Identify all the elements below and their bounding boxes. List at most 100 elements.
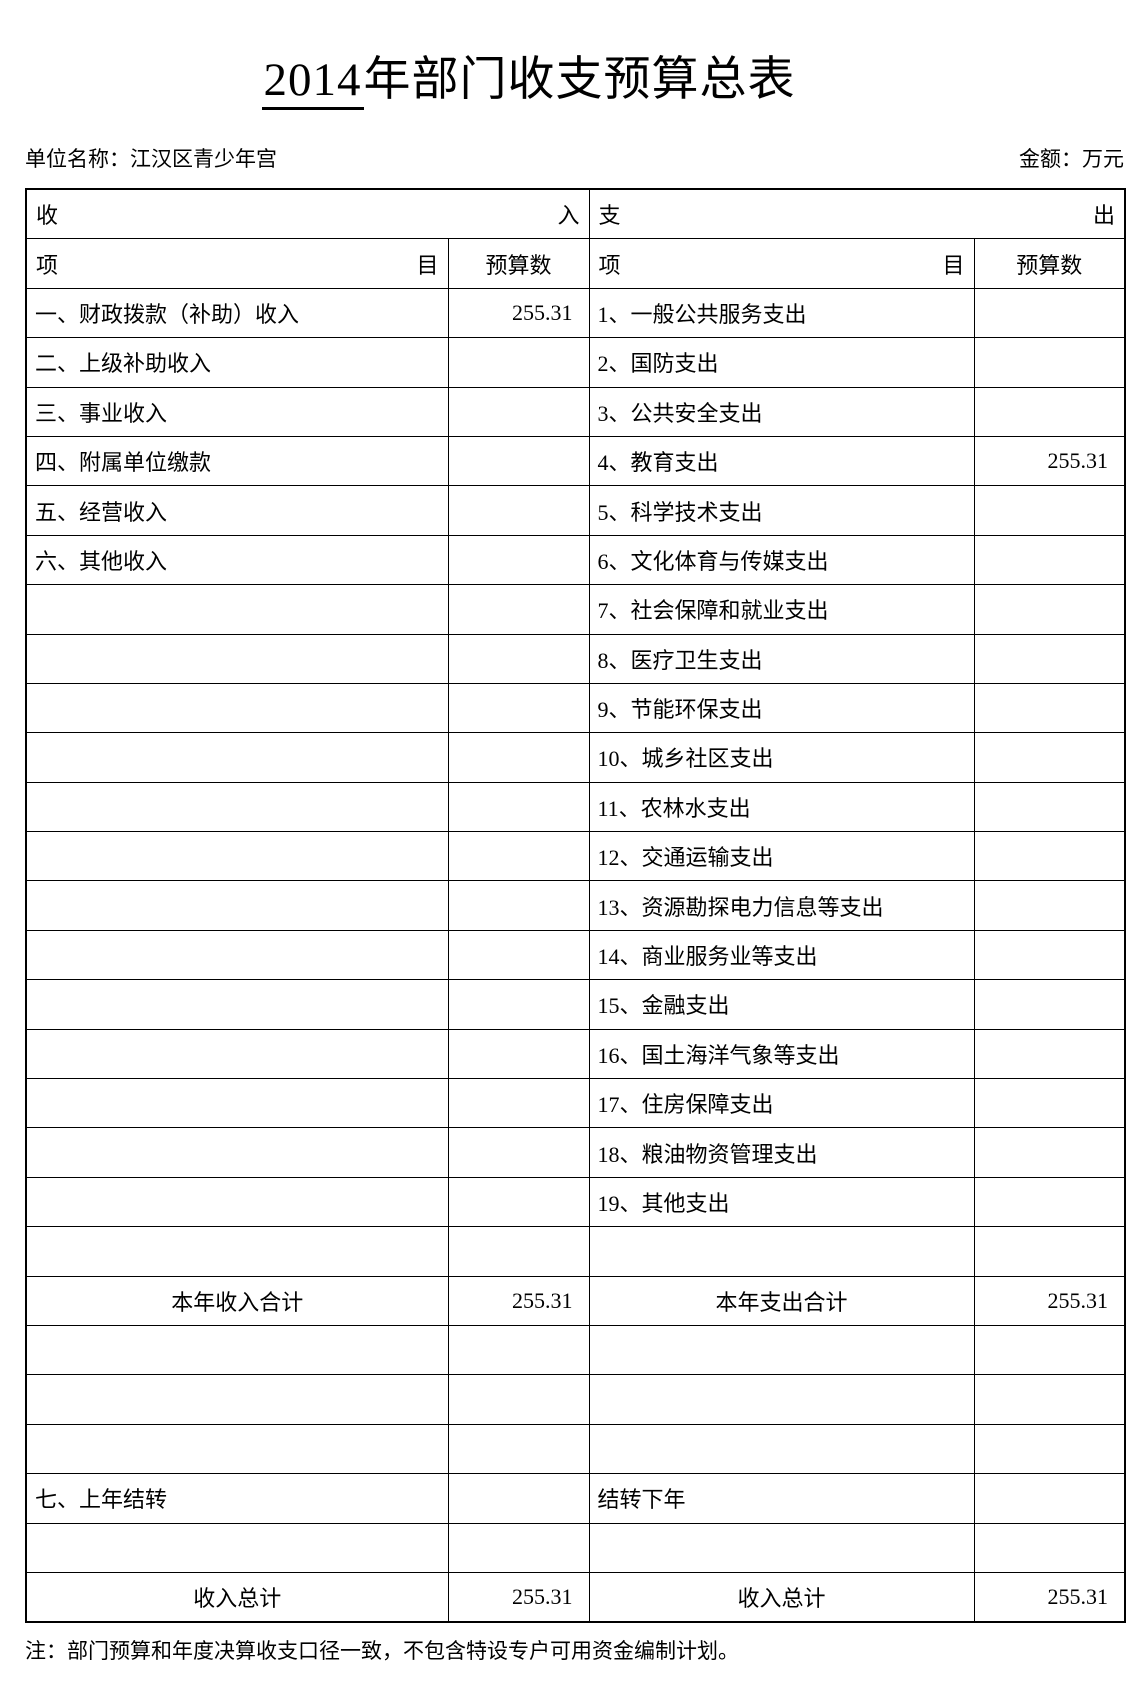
income-value-cell [447, 1522, 590, 1573]
footnote: 注：部门预算和年度决算收支口径一致，不包含特设专户可用资金编制计划。 [25, 1640, 739, 1663]
income-item-cell [25, 880, 449, 931]
income-item-cell [25, 1522, 449, 1573]
expense-value-cell [973, 1522, 1126, 1573]
table-row: 18、粮油物资管理支出 [25, 1127, 1126, 1178]
table-row: 一、财政拨款（补助）收入 255.31 1、一般公共服务支出 [25, 287, 1126, 339]
table-row: 五、经营收入 5、科学技术支出 [25, 485, 1126, 536]
expense-item-cell: 9、节能环保支出 [588, 682, 975, 734]
table-row [25, 1374, 1126, 1425]
expense-item-cell: 3、公共安全支出 [588, 386, 975, 437]
income-value-cell [447, 682, 590, 734]
income-value-cell [447, 435, 590, 487]
expense-band-last: 出 [1092, 203, 1115, 229]
income-value-cell [447, 1226, 590, 1277]
income-value-cell [447, 1374, 590, 1425]
expense-band-header: 支 出 [588, 188, 1126, 240]
expense-item-cell: 14、商业服务业等支出 [588, 929, 975, 981]
income-value-cell [447, 1078, 590, 1129]
table-row: 17、住房保障支出 [25, 1078, 1126, 1129]
income-item-cell [25, 929, 449, 981]
expense-item-cell: 7、社会保障和就业支出 [588, 584, 975, 635]
income-value-cell [447, 831, 590, 882]
expense-item-cell: 12、交通运输支出 [588, 831, 975, 882]
expense-value-cell [973, 337, 1126, 388]
column-header-row: 项 目 预算数 项 目 预算数 [25, 238, 1126, 289]
table-row: 本年收入合计 255.31 本年支出合计 255.31 [25, 1275, 1126, 1326]
expense-item-cell [588, 1374, 975, 1425]
expense-value-cell [973, 485, 1126, 536]
expense-item-cell: 18、粮油物资管理支出 [588, 1127, 975, 1178]
table-row [25, 1226, 1126, 1277]
expense-value-cell [973, 831, 1126, 882]
expense-value-cell [973, 1423, 1126, 1475]
income-value-cell [447, 1473, 590, 1524]
income-value-cell [447, 1028, 590, 1080]
expense-value-cell [973, 929, 1126, 981]
income-budget-header: 预算数 [447, 238, 590, 289]
income-value-cell [447, 1176, 590, 1228]
income-item-cell [25, 1127, 449, 1178]
amount-unit: 金额：万元 [1019, 148, 1124, 171]
expense-item-header-first: 项 [598, 252, 621, 278]
table-row [25, 1324, 1126, 1376]
expense-item-cell: 13、资源勘探电力信息等支出 [588, 880, 975, 931]
expense-value-cell: 255.31 [973, 435, 1126, 487]
income-value-cell [447, 880, 590, 931]
income-item-cell [25, 1374, 449, 1425]
income-value-cell [447, 485, 590, 536]
income-value-cell [447, 781, 590, 833]
expense-item-cell: 结转下年 [588, 1473, 975, 1524]
meta-row: 单位名称：江汉区青少年宫 金额：万元 [25, 147, 1124, 173]
income-band-first: 收 [36, 203, 59, 229]
expense-value-cell [973, 1324, 1126, 1376]
table-row: 七、上年结转 结转下年 [25, 1473, 1126, 1524]
expense-value-cell [973, 1028, 1126, 1080]
expense-value-cell [973, 633, 1126, 684]
table-row: 11、农林水支出 [25, 781, 1126, 833]
income-value-cell [447, 584, 590, 635]
income-item-cell: 二、上级补助收入 [25, 337, 449, 388]
expense-budget-header: 预算数 [973, 238, 1126, 289]
expense-value-cell [973, 682, 1126, 734]
income-item-cell [25, 831, 449, 882]
expense-item-header: 项 目 [588, 238, 975, 289]
expense-item-cell: 19、其他支出 [588, 1176, 975, 1228]
income-value-cell [447, 337, 590, 388]
income-item-header-first: 项 [36, 252, 59, 278]
income-item-header: 项 目 [25, 238, 449, 289]
budget-table: 收 入 支 出 项 目 预算数 [25, 188, 1126, 1624]
table-row: 10、城乡社区支出 [25, 732, 1126, 783]
expense-item-cell: 16、国土海洋气象等支出 [588, 1028, 975, 1080]
expense-item-cell [588, 1226, 975, 1277]
income-value-cell: 255.31 [447, 1275, 590, 1326]
income-item-cell [25, 1423, 449, 1475]
page-title: 2014年部门收支预算总表 [0, 48, 1102, 112]
table-row: 14、商业服务业等支出 [25, 929, 1126, 981]
income-item-cell: 七、上年结转 [25, 1473, 449, 1524]
expense-value-cell [973, 1127, 1126, 1178]
expense-value-cell [973, 1473, 1126, 1524]
income-item-cell [25, 1176, 449, 1228]
table-row: 13、资源勘探电力信息等支出 [25, 880, 1126, 931]
expense-value-cell [973, 1176, 1126, 1228]
income-item-cell: 三、事业收入 [25, 386, 449, 437]
expense-item-cell: 17、住房保障支出 [588, 1078, 975, 1129]
table-row: 12、交通运输支出 [25, 831, 1126, 882]
income-value-cell [447, 386, 590, 437]
income-item-cell: 六、其他收入 [25, 534, 449, 586]
table-row: 六、其他收入 6、文化体育与传媒支出 [25, 534, 1126, 586]
income-item-cell [25, 682, 449, 734]
income-item-cell: 收入总计 [25, 1571, 449, 1623]
income-item-cell [25, 1078, 449, 1129]
income-value-cell [447, 1324, 590, 1376]
table-row [25, 1522, 1126, 1573]
expense-item-cell: 收入总计 [588, 1571, 975, 1623]
income-item-cell [25, 1324, 449, 1376]
income-value-cell [447, 929, 590, 981]
expense-item-cell: 8、医疗卫生支出 [588, 633, 975, 684]
table-row [25, 1423, 1126, 1475]
expense-value-cell: 255.31 [973, 1275, 1126, 1326]
expense-item-header-last: 目 [942, 252, 965, 278]
expense-band-first: 支 [598, 203, 621, 229]
